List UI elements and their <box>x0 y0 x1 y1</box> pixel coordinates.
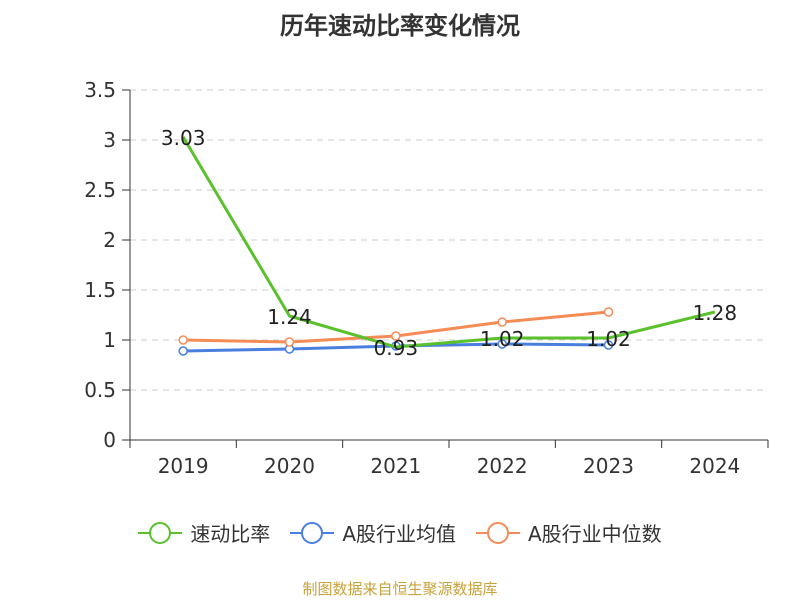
data-point <box>497 339 507 349</box>
x-tick-label: 2022 <box>477 454 528 478</box>
y-tick-label: 2.5 <box>84 178 116 202</box>
y-tick-label: 1.5 <box>84 278 116 302</box>
legend-marker-icon <box>476 521 520 544</box>
y-tick-label: 2 <box>103 228 116 252</box>
legend-marker-icon <box>290 521 335 544</box>
chart-title: 历年速动比率变化情况 <box>280 12 520 40</box>
x-tick-label: 2020 <box>264 454 315 478</box>
axes: 0 0.5 1 1.5 2 2.5 3 3.5 2019 2020 2021 2022 2023 2024 <box>84 78 769 478</box>
legend-label: A股行业中位数 <box>528 522 662 546</box>
data-label: 1.02 <box>480 327 525 351</box>
x-tick-label: 2024 <box>689 454 740 478</box>
data-point <box>178 335 188 345</box>
x-tick-label: 2021 <box>370 454 421 478</box>
legend-item[interactable]: A股行业中位数 <box>476 518 662 547</box>
data-label: 1.28 <box>693 301 738 325</box>
x-tick-label: 2023 <box>583 454 634 478</box>
y-tick-label: 1 <box>103 328 116 352</box>
data-point <box>284 337 295 347</box>
data-labels: 3.03 1.24 0.93 1.02 1.02 1.28 <box>161 126 737 360</box>
grid-lines <box>130 89 768 391</box>
y-tick-label: 3.5 <box>84 78 116 102</box>
data-point <box>603 307 614 317</box>
data-point <box>603 340 614 350</box>
data-label: 3.03 <box>161 126 206 150</box>
data-label: 1.24 <box>267 305 312 329</box>
legend-item[interactable]: A股行业均值 <box>290 518 456 547</box>
legend-label: 速动比率 <box>190 522 271 546</box>
y-tick-label: 0.5 <box>84 378 116 402</box>
series-line <box>181 136 716 349</box>
data-label: 1.02 <box>586 327 631 351</box>
data-point <box>391 331 401 341</box>
y-tick-label: 0 <box>103 428 116 452</box>
legend: 速动比率 A股行业均值 A股行业中位数 <box>0 518 800 547</box>
data-label: 0.93 <box>374 336 419 360</box>
legend-label: A股行业均值 <box>342 522 456 546</box>
legend-marker-icon <box>138 521 183 544</box>
legend-item[interactable]: 速动比率 <box>138 518 270 547</box>
x-tick-label: 2019 <box>158 454 209 478</box>
y-tick-label: 3 <box>103 128 116 152</box>
data-point <box>178 346 188 356</box>
series-lines <box>178 136 716 356</box>
data-point <box>497 317 507 327</box>
source-note: 制图数据来自恒生聚源数据库 <box>302 580 498 598</box>
